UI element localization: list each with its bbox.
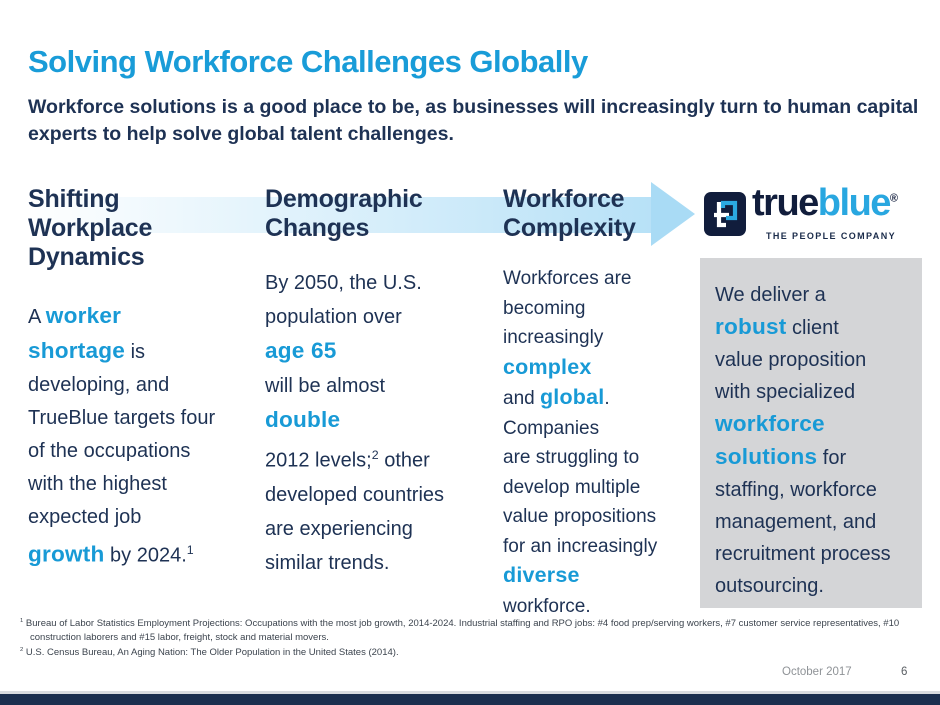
flow-arrow-head-icon (651, 182, 695, 246)
footnote-2: 2 U.S. Census Bureau, An Aging Nation: T… (20, 644, 928, 660)
column-2-body: By 2050, the U.S. population over age 65 wi… (265, 272, 445, 574)
column-1-heading: Shifting Workplace Dynamics (28, 185, 153, 271)
trueblue-wordmark: trueblue® (752, 182, 898, 225)
footer-date: October 2017 (782, 666, 852, 678)
flow-arrow-body (30, 197, 654, 233)
wordmark-blue: blue (817, 182, 892, 224)
column-3-body: Workforces are becoming increasingly comple… (503, 268, 658, 617)
page-number: 6 (901, 666, 908, 678)
footnote-1: 1 Bureau of Labor Statistics Employment … (20, 615, 928, 644)
column-1-body: A worker shortage is developing, and TrueBl… (28, 303, 216, 567)
value-proposition-box: We deliver a robust client value propositi… (700, 258, 922, 608)
page-title: Solving Workforce Challenges Globally (28, 44, 588, 79)
logo-tagline: THE PEOPLE COMPANY (765, 231, 896, 241)
column-2-heading: Demographic Changes (265, 185, 423, 242)
column-3-heading: Workforce Complexity (503, 185, 636, 242)
registered-mark: ® (889, 192, 898, 205)
footnote-1-text: Bureau of Labor Statistics Employment Pr… (25, 618, 900, 643)
footnote-2-marker: 2 (20, 647, 24, 654)
footer-bar (0, 694, 940, 705)
footnote-2-text: U.S. Census Bureau, An Aging Nation: The… (25, 647, 399, 659)
trueblue-logo: trueblue® THE PEOPLE COMPANY (704, 182, 898, 244)
footnote-1-marker: 1 (20, 618, 24, 624)
slide-subtitle: Workforce solutions is a good place to b… (28, 96, 919, 145)
trueblue-monogram-icon (704, 192, 746, 236)
footer-divider (0, 691, 940, 694)
wordmark-true: true (752, 182, 819, 224)
footnotes: 1 Bureau of Labor Statistics Employment … (20, 615, 928, 660)
